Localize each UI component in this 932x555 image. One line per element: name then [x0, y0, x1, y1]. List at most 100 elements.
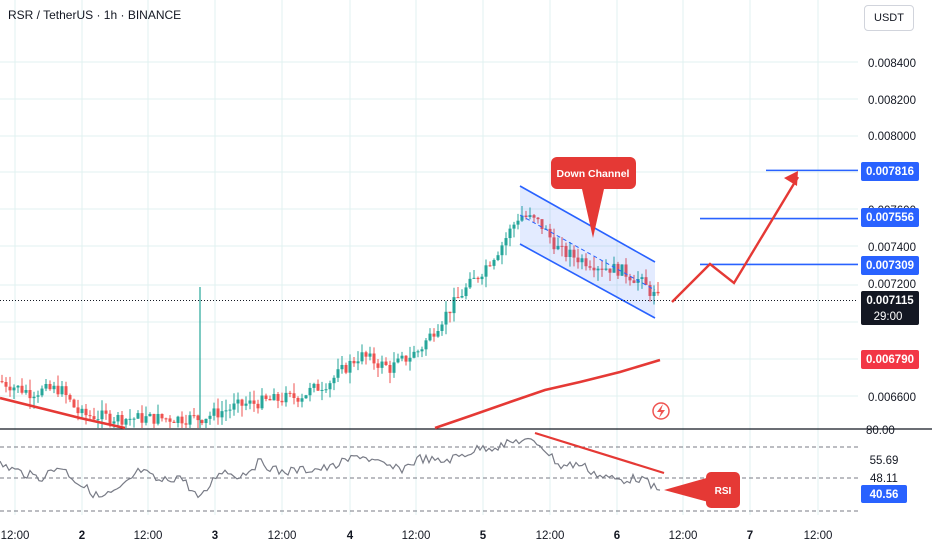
candle-body	[564, 245, 568, 258]
candle-body	[512, 224, 516, 229]
channel-fill	[520, 186, 655, 318]
time-tick-label: 7	[747, 530, 753, 542]
candle-body	[524, 215, 528, 217]
candle-body	[600, 268, 604, 270]
channel-upper-line	[519, 185, 656, 263]
candle-body	[84, 408, 88, 416]
candle-body	[344, 364, 348, 373]
price-badge-label: 0.007309	[866, 260, 914, 272]
candle-body	[632, 280, 636, 283]
candle-body	[100, 410, 104, 420]
candle-body	[164, 418, 168, 420]
time-tick-label: 12:00	[268, 530, 297, 542]
candle-body	[316, 383, 320, 391]
candle-body	[304, 395, 308, 399]
candle-body	[476, 277, 480, 280]
candle-body	[68, 395, 72, 400]
candle-body	[440, 324, 444, 332]
rsi-tick-label: 80.00	[866, 425, 895, 437]
candle-body	[112, 421, 116, 424]
time-tick-label: 3	[212, 530, 218, 542]
candle-body	[412, 351, 416, 358]
candle-body	[556, 245, 560, 250]
down-channel-callout	[551, 157, 636, 189]
candle-body	[520, 215, 524, 221]
price-badge	[861, 256, 919, 275]
candle-body	[348, 360, 352, 373]
candle-body	[500, 245, 504, 256]
price-tick-label: 0.008200	[868, 95, 916, 107]
candle-body	[604, 268, 608, 270]
candle-body	[368, 353, 372, 357]
candle-body	[472, 277, 476, 279]
candle-body	[256, 403, 260, 409]
candle-body	[232, 403, 236, 410]
candle-body	[192, 415, 196, 417]
time-tick-label: 12:00	[1, 530, 30, 542]
candle-body	[460, 296, 464, 298]
down-channel-pointer	[582, 189, 604, 238]
candle-body	[584, 258, 588, 267]
candle-body	[12, 387, 16, 391]
price-tick-label: 0.008400	[868, 58, 916, 70]
candle-body	[396, 358, 400, 363]
candle-body	[300, 398, 304, 402]
candle-body	[548, 228, 552, 238]
lightning-bolt-icon	[657, 404, 665, 418]
candle-body	[140, 413, 144, 423]
candle-body	[528, 215, 532, 217]
candle-body	[80, 408, 84, 414]
candle-body	[88, 415, 92, 417]
time-tick-label: 12:00	[804, 530, 833, 542]
candle-body	[268, 398, 272, 401]
candle-body	[132, 418, 136, 420]
time-tick-label: 12:00	[669, 530, 698, 542]
candle-body	[488, 265, 492, 267]
candle-body	[484, 265, 488, 277]
candle-body	[92, 416, 96, 420]
rsi-badge-label: 40.56	[870, 489, 899, 501]
candle-body	[200, 420, 204, 424]
candle-body	[48, 384, 52, 390]
candle-body	[284, 392, 288, 403]
time-tick-label: 12:00	[134, 530, 163, 542]
candle-body	[332, 377, 336, 384]
candle-body	[248, 400, 252, 404]
candle-body	[420, 349, 424, 352]
candle-body	[252, 400, 256, 404]
candle-body	[24, 390, 28, 393]
symbol-title[interactable]: RSR / TetherUS · 1h · BINANCE	[8, 8, 182, 22]
time-tick-label: 12:00	[402, 530, 431, 542]
candle-body	[116, 414, 120, 422]
candle-body	[260, 395, 264, 409]
candle-body	[152, 413, 156, 424]
price-badge-label: 0.007556	[866, 212, 914, 224]
price-tick-label: 0.007200	[868, 279, 916, 291]
candle-body	[452, 297, 456, 314]
candle-body	[424, 340, 428, 350]
rsi-badge-label: 48.11	[870, 473, 898, 485]
projection-path	[671, 176, 800, 303]
candle-body	[156, 413, 160, 424]
countdown-label: 29:00	[874, 311, 903, 323]
candle-body	[204, 418, 208, 424]
candle-body	[176, 416, 180, 423]
candle-body	[444, 311, 448, 325]
candle-body	[124, 419, 128, 425]
candle-body	[648, 284, 652, 296]
candle-body	[220, 411, 224, 418]
currency-button[interactable]: USDT	[864, 5, 914, 31]
candle-body	[264, 395, 268, 399]
moving-average-line	[0, 358, 661, 430]
candle-body	[40, 388, 44, 396]
candle-body	[364, 352, 368, 357]
candle-body	[516, 220, 520, 225]
candle-body	[404, 355, 408, 362]
candle-body	[568, 249, 572, 258]
candle-body	[384, 361, 388, 366]
rsi-callout-label: RSI	[715, 486, 732, 497]
candle-body	[496, 255, 500, 260]
candle-body	[592, 267, 596, 271]
